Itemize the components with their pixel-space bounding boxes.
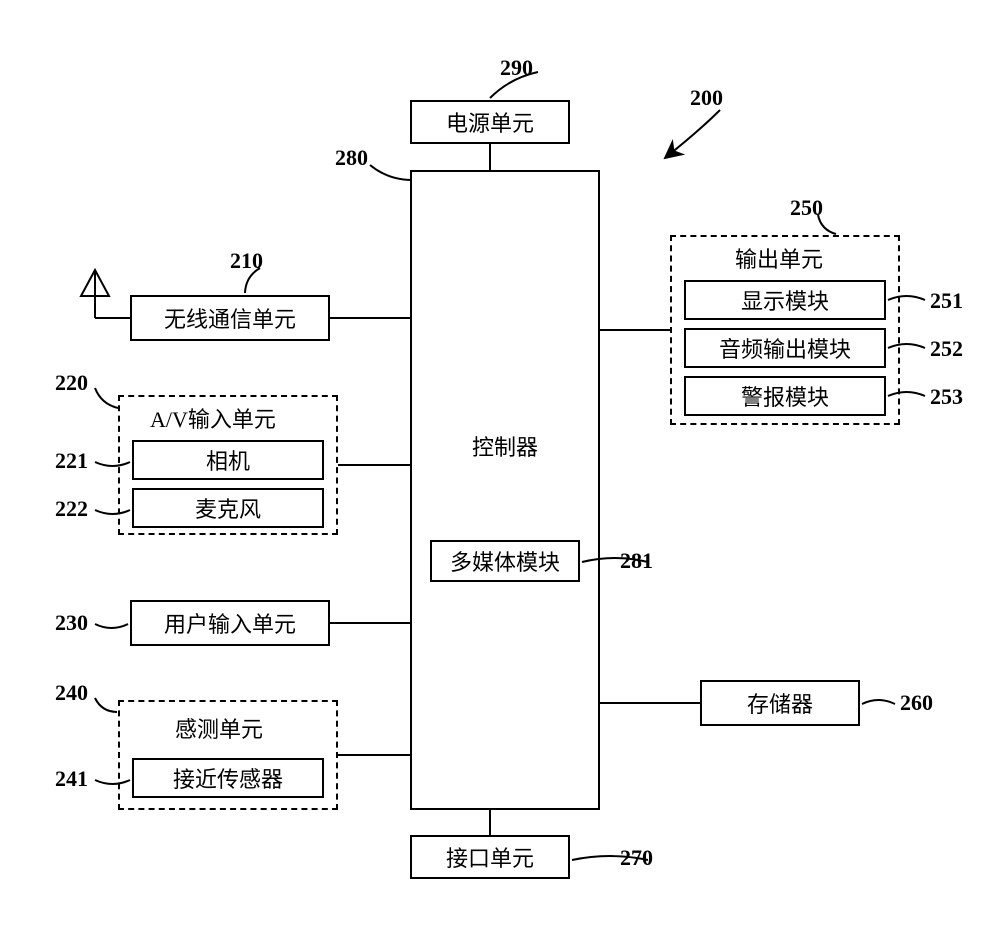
ref-270: 270 bbox=[620, 845, 653, 871]
alarm-label: 警报模块 bbox=[741, 380, 829, 412]
wireless-box: 无线通信单元 bbox=[130, 295, 330, 341]
ref-221: 221 bbox=[55, 448, 88, 474]
diagram-stage: 控制器 多媒体模块 电源单元 无线通信单元 A/V输入单元 相机 麦克风 用户输… bbox=[0, 0, 1000, 940]
multimedia-label: 多媒体模块 bbox=[450, 545, 560, 577]
ref-290: 290 bbox=[500, 55, 533, 81]
ref-250: 250 bbox=[790, 195, 823, 221]
mic-box: 麦克风 bbox=[132, 488, 324, 528]
camera-box: 相机 bbox=[132, 440, 324, 480]
interface-box: 接口单元 bbox=[410, 835, 570, 879]
memory-label: 存储器 bbox=[747, 687, 813, 719]
ref-280: 280 bbox=[335, 145, 368, 171]
display-label: 显示模块 bbox=[741, 284, 829, 316]
controller-box bbox=[410, 170, 600, 810]
audio-out-box: 音频输出模块 bbox=[684, 328, 886, 368]
user-input-label: 用户输入单元 bbox=[164, 607, 296, 639]
power-label: 电源单元 bbox=[446, 106, 534, 138]
mic-label: 麦克风 bbox=[195, 492, 261, 524]
memory-box: 存储器 bbox=[700, 680, 860, 726]
multimedia-box: 多媒体模块 bbox=[430, 540, 580, 582]
ref-251: 251 bbox=[930, 288, 963, 314]
ref-220: 220 bbox=[55, 370, 88, 396]
display-box: 显示模块 bbox=[684, 280, 886, 320]
ref-253: 253 bbox=[930, 384, 963, 410]
ref-222: 222 bbox=[55, 496, 88, 522]
proximity-box: 接近传感器 bbox=[132, 758, 324, 798]
controller-label: 控制器 bbox=[410, 430, 600, 462]
interface-label: 接口单元 bbox=[446, 841, 534, 873]
ref-260: 260 bbox=[900, 690, 933, 716]
ref-230: 230 bbox=[55, 610, 88, 636]
ref-210: 210 bbox=[230, 248, 263, 274]
output-group-label: 输出单元 bbox=[735, 242, 823, 274]
alarm-box: 警报模块 bbox=[684, 376, 886, 416]
wireless-label: 无线通信单元 bbox=[164, 302, 296, 334]
ref-252: 252 bbox=[930, 336, 963, 362]
camera-label: 相机 bbox=[206, 444, 250, 476]
sense-group-label: 感测单元 bbox=[175, 712, 263, 744]
ref-240: 240 bbox=[55, 680, 88, 706]
av-group-label: A/V输入单元 bbox=[150, 402, 276, 434]
audio-out-label: 音频输出模块 bbox=[719, 332, 851, 364]
ref-281: 281 bbox=[620, 548, 653, 574]
user-input-box: 用户输入单元 bbox=[130, 600, 330, 646]
proximity-label: 接近传感器 bbox=[173, 762, 283, 794]
ref-241: 241 bbox=[55, 766, 88, 792]
power-box: 电源单元 bbox=[410, 100, 570, 144]
ref-200: 200 bbox=[690, 85, 723, 111]
